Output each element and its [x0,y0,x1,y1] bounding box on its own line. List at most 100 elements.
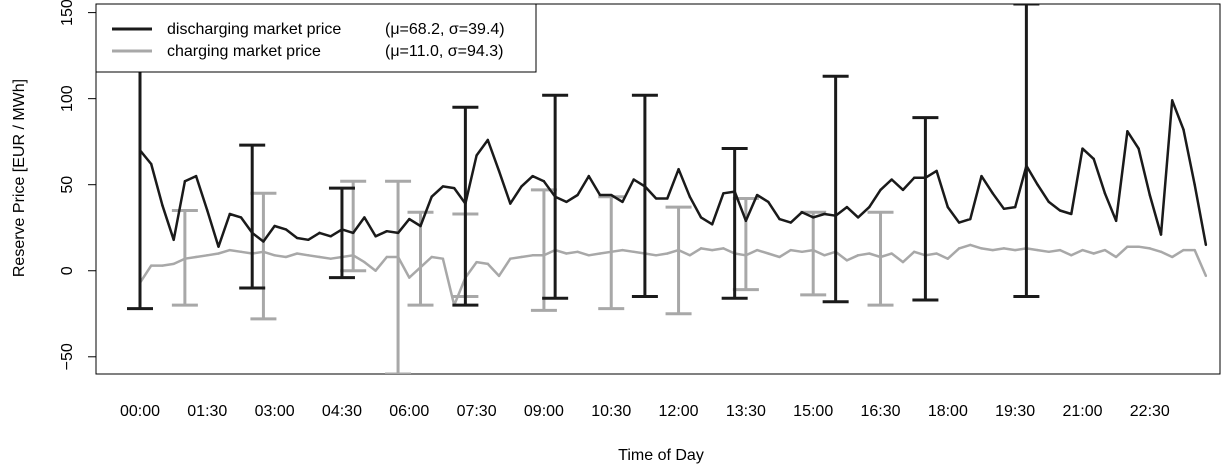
errorbar-charging [732,196,759,292]
x-tick-label: 22:30 [1130,403,1170,420]
point-discharging [553,195,557,198]
point-charging [441,257,445,260]
y-axis: −50 0 50 100 150 [59,0,96,370]
point-charging [957,247,961,250]
x-tick-label: 18:00 [928,403,968,420]
errorbar-discharging [127,62,153,311]
point-charging [677,248,680,252]
point-charging [419,266,422,269]
point-charging [1193,248,1196,252]
point-charging [262,250,265,254]
point-charging [183,257,187,260]
point-charging [273,254,276,257]
point-discharging [351,231,355,235]
point-discharging [1182,128,1185,131]
point-charging [767,252,770,255]
point-discharging [307,238,310,241]
point-charging [1148,247,1152,250]
point-discharging [632,178,635,181]
point-charging [632,250,635,254]
point-discharging [419,224,422,228]
point-discharging [385,229,389,233]
point-discharging [441,185,445,188]
point-discharging [912,176,916,180]
y-tick-label: 0 [59,266,76,275]
point-charging [374,269,377,272]
point-discharging [340,228,344,231]
point-discharging [1047,200,1051,204]
x-tick-label: 21:00 [1062,403,1102,420]
point-charging [901,260,905,264]
point-discharging [868,205,871,209]
y-axis-label: Reserve Price [EUR / MWh] [11,79,28,277]
point-discharging [834,214,837,217]
point-charging [621,248,624,252]
x-axis-label: Time of Day [618,447,704,464]
point-discharging [452,186,456,190]
point-discharging [329,235,332,238]
x-axis: 00:00 01:30 03:00 04:30 06:00 07:30 09:00 10:30… [120,403,1170,420]
point-charging [722,247,725,250]
point-charging [284,255,288,259]
point-discharging [509,202,512,205]
point-discharging [239,216,243,219]
point-charging [868,252,871,255]
point-charging [150,264,153,267]
point-charging [1036,248,1039,252]
point-discharging [1058,209,1062,212]
point-discharging [531,174,534,178]
point-discharging [890,178,893,181]
point-discharging [1092,157,1095,161]
point-discharging [150,162,153,166]
point-discharging [1137,147,1140,150]
point-discharging [924,176,927,180]
point-discharging [789,221,792,224]
point-charging [935,252,938,255]
point-discharging [363,216,366,219]
x-tick-label: 07:30 [457,403,497,420]
point-charging [755,248,759,252]
point-discharging [183,180,187,183]
point-charging [800,250,804,254]
legend: discharging market price (μ=68.2, σ=39.4… [95,3,537,73]
point-charging [778,255,781,259]
legend-box [95,3,537,73]
point-charging [509,257,512,260]
point-discharging [295,236,299,240]
y-tick-label: 50 [59,176,76,194]
point-charging [396,255,400,259]
x-tick-label: 01:30 [187,403,227,420]
legend-label-discharging: discharging market price [167,21,341,38]
x-tick-label: 06:00 [389,403,429,420]
point-charging [1092,252,1095,255]
plot-frame [95,3,1221,375]
x-tick-label: 00:00 [120,403,160,420]
errorbar-discharging [328,186,355,280]
errorbar-charging [665,205,692,316]
point-charging [823,254,826,257]
point-discharging [396,231,400,235]
point-discharging [969,217,972,221]
point-discharging [1103,192,1107,195]
errorbar-charging [250,191,277,321]
point-charging [475,260,478,264]
point-discharging [430,195,433,198]
errorbar-discharging [631,93,658,299]
point-discharging [688,195,691,198]
point-discharging [228,212,231,216]
point-charging [565,252,568,255]
point-discharging [318,231,321,235]
point-charging [194,255,198,259]
point-charging [610,250,613,254]
point-discharging [1070,212,1073,216]
x-tick-label: 15:00 [793,403,833,420]
point-charging [385,255,389,259]
series-charging [138,179,1208,374]
point-charging [598,252,602,255]
point-discharging [1126,130,1129,133]
x-tick-label: 12:00 [659,403,699,420]
point-charging [408,276,411,279]
point-charging [688,254,691,257]
point-discharging [598,193,602,197]
